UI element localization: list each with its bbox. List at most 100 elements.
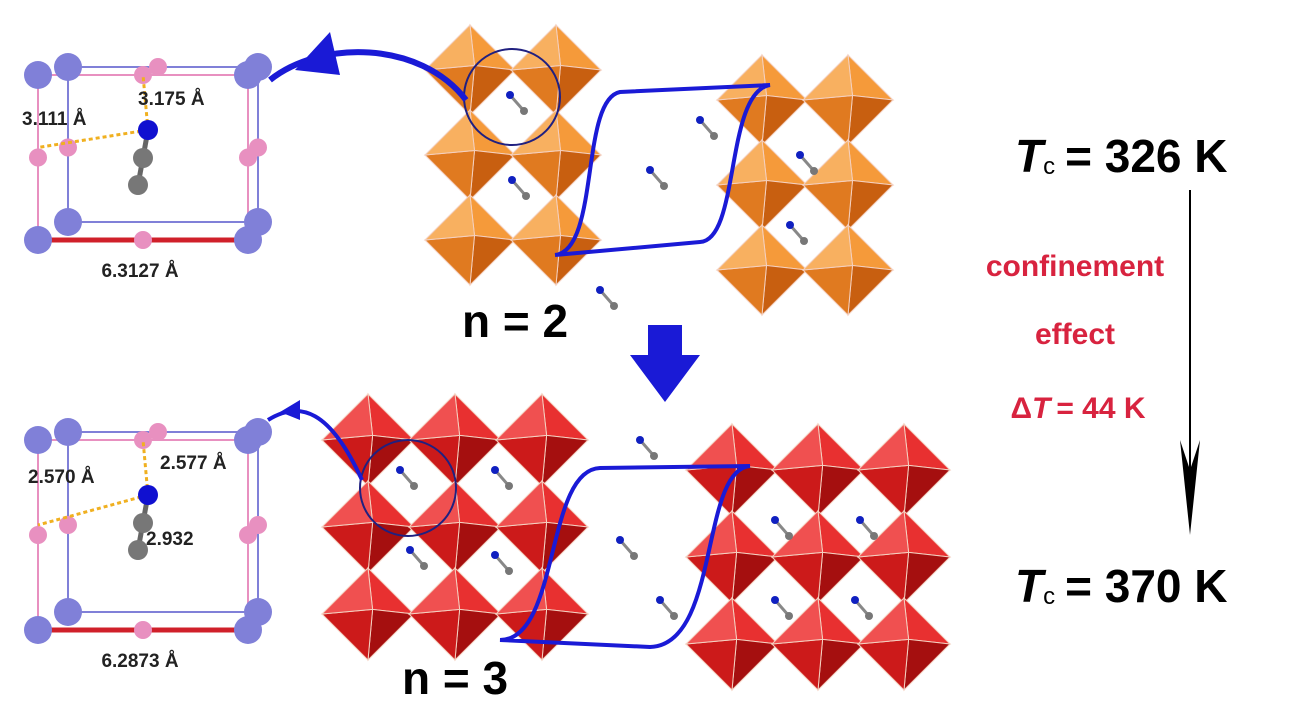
tc-top: Tc = 326 K: [1015, 130, 1228, 182]
caption: confinement: [986, 250, 1164, 283]
octahedron-face: [817, 464, 866, 518]
octahedron-face: [801, 53, 854, 101]
curved-arrow: [266, 408, 364, 481]
octahedron-face: [494, 566, 548, 615]
octahedron-face: [770, 551, 824, 605]
edge-label: 6.3127 Å: [101, 261, 178, 282]
metal-atom: [54, 53, 82, 81]
arrow-head: [280, 400, 300, 420]
octahedron-face: [423, 108, 476, 156]
octahedron-face: [903, 509, 952, 558]
halide-atom: [134, 621, 152, 639]
octahedron-face: [715, 223, 768, 271]
octahedron-face: [509, 149, 562, 202]
octahedron: [494, 479, 590, 575]
octahedron: [715, 223, 809, 317]
curved-arrow: [268, 49, 469, 102]
atom-n: [396, 466, 404, 474]
octahedron-face: [423, 234, 476, 287]
atom-n: [796, 151, 804, 159]
halide-atom: [249, 138, 267, 157]
octahedron-face: [856, 638, 910, 692]
octahedron-face: [847, 94, 895, 147]
atom-c: [133, 513, 153, 533]
octahedron-face: [856, 509, 910, 558]
atom-c: [128, 175, 148, 195]
octahedron-face: [684, 464, 738, 518]
octahedron: [684, 596, 780, 692]
octahedron-face: [320, 521, 374, 575]
octahedron: [509, 193, 603, 287]
octahedron-face: [903, 422, 952, 471]
octahedron-face: [454, 392, 503, 441]
metal-atom: [24, 426, 52, 454]
atom-c: [420, 562, 428, 570]
octahedron-face: [367, 392, 416, 441]
atom-n: [696, 116, 704, 124]
octahedron: [320, 479, 416, 575]
octahedron: [320, 566, 416, 662]
octahedron-face: [731, 638, 780, 692]
octahedron-face: [367, 479, 416, 528]
halide-atom: [134, 431, 152, 449]
octahedron-face: [494, 392, 548, 441]
octahedron-face: [847, 264, 895, 317]
octahedron: [770, 596, 866, 692]
octahedron-face: [684, 596, 738, 645]
crystal-structures: [320, 23, 952, 692]
delta-t: ΔT = 44 K: [1010, 392, 1145, 425]
halide-atom: [249, 516, 267, 534]
octahedron: [801, 138, 895, 232]
octahedron-face: [407, 434, 461, 488]
octahedron-face: [770, 596, 824, 645]
octahedron-face: [320, 566, 374, 615]
octahedron-face: [684, 422, 738, 471]
edge-label: 6.2873 Å: [101, 651, 178, 672]
octahedron-face: [817, 596, 866, 645]
atom-n: [506, 91, 514, 99]
panel-label: n = 3: [402, 652, 508, 704]
atom-c: [520, 107, 528, 115]
atom-n: [771, 516, 779, 524]
octahedron-face: [684, 551, 738, 605]
symbol: T: [1032, 392, 1053, 425]
h-bond: [37, 493, 149, 527]
octahedron-face: [541, 566, 590, 615]
octahedron-face: [320, 608, 374, 662]
octahedron: [770, 509, 866, 605]
value: = 326 K: [1065, 130, 1227, 182]
octahedron-face: [509, 234, 562, 287]
octahedron-face: [856, 464, 910, 518]
atom-n: [491, 466, 499, 474]
octahedron-face: [509, 108, 562, 156]
down-arrow: [630, 325, 700, 402]
atom-c: [128, 540, 148, 560]
octahedron: [684, 422, 780, 518]
highlight-circle: [359, 439, 457, 537]
octahedron-face: [903, 596, 952, 645]
atom-c: [630, 552, 638, 560]
atom-n: [616, 536, 624, 544]
atom-n: [656, 596, 664, 604]
octahedron-face: [801, 94, 854, 147]
symbol: T: [1015, 560, 1047, 612]
value: = 44 K: [1056, 392, 1146, 425]
octahedron-face: [469, 64, 517, 117]
atom-c: [800, 237, 808, 245]
octahedron-face: [320, 392, 374, 441]
octahedron-face: [494, 479, 548, 528]
octahedron-face: [856, 551, 910, 605]
octahedron: [770, 422, 866, 518]
octahedron: [715, 53, 809, 147]
halide-atom: [59, 138, 77, 157]
halide-atom: [29, 526, 47, 544]
octahedron-face: [509, 193, 562, 241]
octahedron-face: [801, 138, 854, 186]
atom-n: [596, 286, 604, 294]
octahedron-face: [469, 108, 517, 156]
octahedron-face: [454, 566, 503, 615]
octahedron-face: [454, 434, 503, 488]
octahedron-face: [903, 551, 952, 605]
atom-c: [865, 612, 873, 620]
subscript: c: [1043, 153, 1055, 180]
